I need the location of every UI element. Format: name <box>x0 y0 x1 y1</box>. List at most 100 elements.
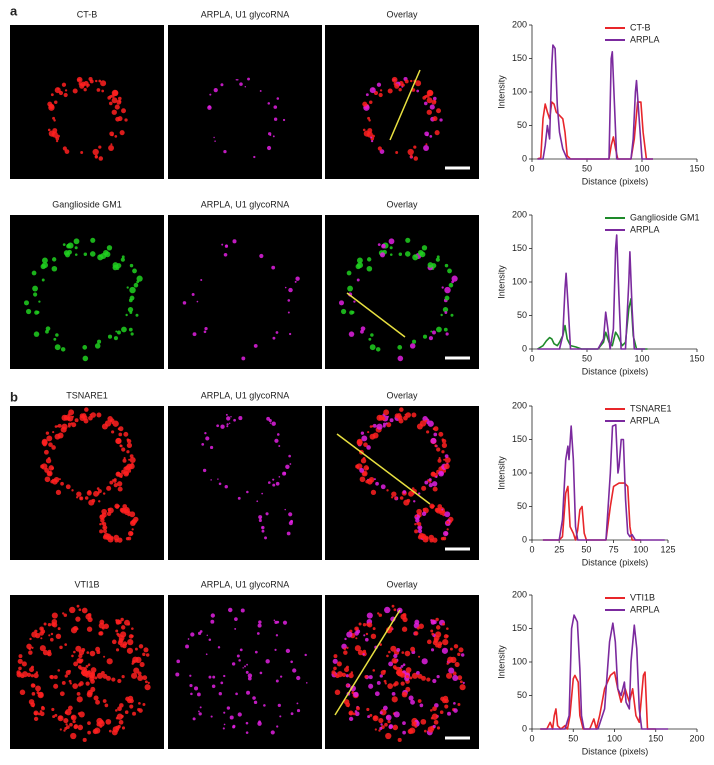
image-title: Overlay <box>386 390 418 400</box>
signal-dot <box>126 450 130 454</box>
signal-dot <box>79 83 85 89</box>
signal-dot <box>108 729 112 733</box>
signal-dot <box>370 633 377 640</box>
signal-dot <box>99 522 102 526</box>
signal-dot <box>110 143 113 146</box>
signal-dot <box>131 672 138 679</box>
signal-dot <box>23 300 29 306</box>
signal-dot <box>388 238 395 245</box>
micrograph <box>168 406 322 560</box>
signal-dot <box>45 431 50 435</box>
y-tick-label: 100 <box>512 467 527 477</box>
signal-dot <box>365 632 369 636</box>
signal-dot <box>33 711 38 716</box>
signal-dot <box>436 255 440 259</box>
signal-dot <box>58 715 63 720</box>
series-line <box>537 101 653 160</box>
signal-dot <box>109 480 114 485</box>
signal-dot <box>348 711 353 716</box>
signal-dot <box>386 654 389 658</box>
signal-dot <box>47 101 53 107</box>
signal-dot <box>256 632 260 635</box>
signal-dot <box>137 674 144 681</box>
signal-dot <box>101 423 108 430</box>
signal-dot <box>356 629 361 634</box>
signal-dot <box>142 702 146 706</box>
signal-dot <box>96 88 101 92</box>
signal-dot <box>402 663 406 666</box>
signal-dot <box>348 716 354 722</box>
signal-dot <box>417 492 421 495</box>
signal-dot <box>62 612 65 615</box>
signal-dot <box>412 339 417 344</box>
signal-dot <box>41 629 46 634</box>
signal-dot <box>431 471 436 476</box>
signal-dot <box>367 715 371 719</box>
micrograph <box>168 595 322 749</box>
signal-dot <box>287 311 290 314</box>
signal-dot <box>429 104 435 110</box>
signal-dot <box>432 537 438 543</box>
signal-dot <box>187 638 190 640</box>
signal-dot <box>76 604 80 608</box>
signal-dot <box>391 491 397 497</box>
y-tick-label: 0 <box>522 534 527 544</box>
signal-dot <box>379 89 383 92</box>
signal-dot <box>270 730 275 735</box>
signal-dot <box>84 407 89 412</box>
signal-dot <box>446 662 449 665</box>
signal-dot <box>266 145 272 151</box>
signal-dot <box>221 243 224 246</box>
signal-dot <box>126 286 129 289</box>
signal-dot <box>18 673 22 677</box>
signal-dot <box>244 86 247 88</box>
signal-dot <box>59 645 63 650</box>
signal-dot <box>133 282 139 288</box>
signal-dot <box>432 486 438 492</box>
signal-dot <box>94 79 98 83</box>
signal-dot <box>382 705 388 711</box>
y-tick-label: 50 <box>517 120 527 130</box>
signal-dot <box>66 416 71 421</box>
signal-dot <box>426 97 433 104</box>
signal-dot <box>242 667 244 669</box>
signal-dot <box>429 538 434 543</box>
signal-dot <box>116 471 121 476</box>
signal-dot <box>30 665 34 669</box>
signal-dot <box>444 295 450 301</box>
signal-dot <box>126 442 133 449</box>
signal-dot <box>64 674 68 678</box>
signal-dot <box>131 662 134 665</box>
signal-dot <box>247 676 252 681</box>
signal-dot <box>354 710 358 713</box>
signal-dot <box>397 737 402 743</box>
signal-dot <box>102 699 107 703</box>
signal-dot <box>411 487 415 490</box>
signal-dot <box>95 699 100 705</box>
signal-dot <box>365 93 369 97</box>
signal-dot <box>73 661 79 667</box>
signal-dot <box>387 719 391 724</box>
y-tick-label: 50 <box>517 310 527 320</box>
signal-dot <box>391 691 396 696</box>
x-tick-label: 150 <box>689 353 704 363</box>
signal-dot <box>51 612 58 619</box>
signal-dot <box>412 254 419 261</box>
signal-dot <box>63 729 66 732</box>
signal-dot <box>375 481 379 486</box>
signal-dot <box>69 722 73 727</box>
signal-dot <box>240 608 245 613</box>
signal-dot <box>445 332 449 336</box>
series-line <box>542 423 665 541</box>
signal-dot <box>426 639 432 645</box>
signal-dot <box>210 479 212 481</box>
signal-dot <box>363 442 368 447</box>
signal-dot <box>426 422 429 425</box>
signal-dot <box>99 724 103 728</box>
signal-dot <box>128 327 133 332</box>
y-tick-label: 0 <box>522 153 527 163</box>
x-tick-label: 0 <box>529 544 534 554</box>
signal-dot <box>396 647 401 652</box>
signal-dot <box>430 619 433 622</box>
signal-dot <box>388 724 394 729</box>
